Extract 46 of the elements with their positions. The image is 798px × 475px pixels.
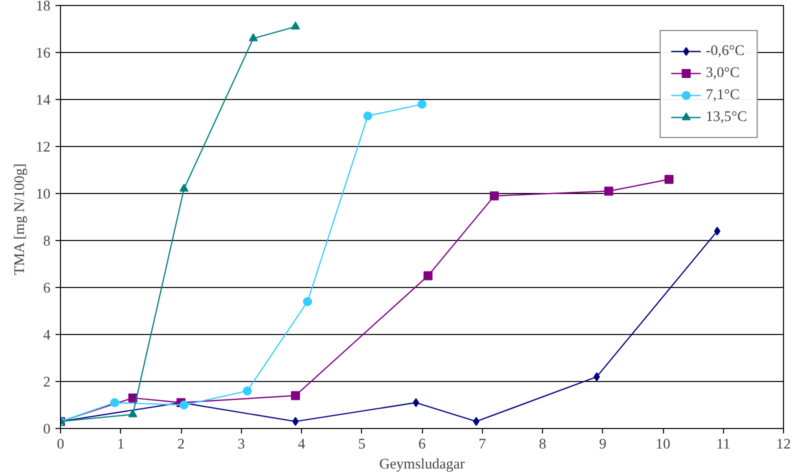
point (604, 186, 614, 196)
x-tick-label: 0 (56, 436, 64, 452)
point (290, 391, 300, 400)
x-tick-label: 5 (358, 436, 366, 452)
x-tick-label: 11 (716, 436, 730, 452)
y-tick-label: 4 (43, 328, 52, 344)
point (303, 297, 312, 306)
y-tick-label: 0 (43, 422, 50, 438)
y-tick-label: 16 (36, 46, 50, 62)
point (363, 111, 372, 120)
y-tick-label: 10 (36, 186, 50, 202)
y-tick-label: 8 (43, 234, 50, 250)
x-tick-label: 2 (177, 436, 185, 452)
point (180, 184, 189, 192)
point (242, 386, 252, 396)
point (110, 398, 120, 408)
legend-label: 7,1°C (706, 86, 740, 104)
point (292, 416, 299, 426)
legend-label: -0,6°C (706, 42, 745, 60)
y-tick-label: 2 (43, 374, 50, 390)
x-tick-label: 1 (117, 436, 124, 452)
x-tick-label: 6 (418, 436, 426, 452)
x-tick-label: 10 (656, 436, 670, 452)
point (490, 191, 499, 200)
legend-label: 3,0°C (706, 64, 740, 82)
y-axis-title: TMA [mg N/100g] (12, 163, 28, 276)
x-tick-label: 8 (538, 436, 546, 452)
x-tick-label: 9 (599, 436, 606, 452)
x-tick-label: 4 (298, 436, 306, 452)
point (424, 271, 433, 280)
x-tick-label: 7 (478, 436, 486, 452)
y-tick-label: 14 (36, 92, 52, 108)
y-tick-label: 12 (36, 140, 50, 156)
point (248, 33, 258, 42)
x-axis-title: Geymsludagar (379, 456, 465, 472)
x-tick-label: 12 (776, 436, 791, 452)
point (418, 100, 426, 109)
point (128, 409, 138, 418)
point (412, 398, 420, 408)
point (664, 174, 674, 184)
point (180, 400, 189, 410)
x-tick-label: 3 (238, 436, 245, 452)
point (290, 22, 300, 30)
y-tick-label: 6 (43, 280, 50, 296)
y-tick-label: 18 (36, 0, 50, 14)
legend-label: 13,5°C (706, 108, 747, 126)
